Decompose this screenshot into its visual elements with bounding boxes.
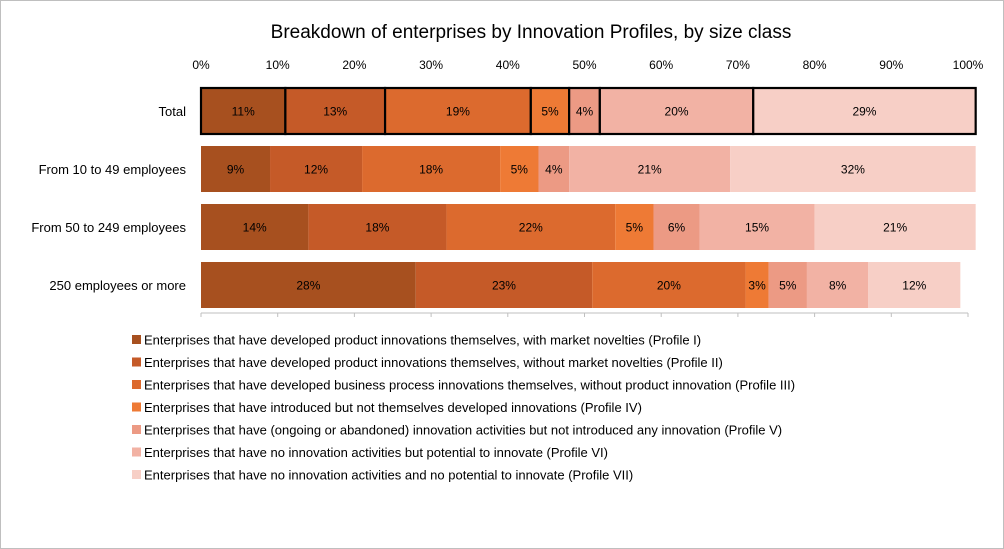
bar-segment	[814, 204, 976, 250]
data-label: 20%	[657, 279, 681, 293]
bars: 11% 13% 19% 5% 4% 20% 29% 9% 12% 18% 5% 4% 21% 32% 14%…	[199, 86, 977, 308]
bar-segment	[415, 262, 593, 308]
legend-label: Enterprises that have introduced but not…	[144, 400, 642, 415]
data-label: 9%	[227, 163, 245, 177]
data-label: 12%	[902, 279, 926, 293]
bar-segment	[383, 86, 532, 136]
data-label: 14%	[243, 221, 267, 235]
bar-segment	[730, 146, 976, 192]
legend-label: Enterprises that have developed product …	[144, 333, 701, 348]
legend-swatch	[132, 357, 141, 367]
bar-segment	[592, 262, 746, 308]
bar-segment	[538, 146, 570, 192]
data-label: 3%	[748, 279, 766, 293]
bar-segment	[284, 86, 387, 136]
legend-label: Enterprises that have developed business…	[144, 378, 795, 393]
category-label: 250 employees or more	[49, 278, 186, 293]
bar-segment	[201, 146, 271, 192]
legend-swatch	[132, 470, 141, 479]
data-label: 12%	[304, 163, 328, 177]
legend-swatch	[132, 402, 141, 412]
category-label: From 10 to 49 employees	[39, 162, 187, 177]
legend-swatch	[132, 447, 141, 457]
bar-segment	[270, 146, 363, 192]
category-label: From 50 to 249 employees	[31, 220, 186, 235]
data-label: 15%	[745, 221, 769, 235]
data-label: 23%	[492, 279, 516, 293]
x-tick-label: 60%	[649, 58, 673, 72]
data-label: 21%	[638, 163, 662, 177]
data-label: 5%	[626, 221, 644, 235]
x-tick-label: 50%	[572, 58, 596, 72]
bar-segment	[806, 262, 869, 308]
x-tick-label: 90%	[879, 58, 903, 72]
data-label: 5%	[541, 105, 559, 119]
x-tick-label: 30%	[419, 58, 443, 72]
legend: Enterprises that have developed product …	[132, 333, 795, 483]
x-tick-label: 100%	[953, 58, 984, 72]
x-tick-label: 0%	[192, 58, 210, 72]
x-tick-label: 40%	[496, 58, 520, 72]
data-label: 32%	[841, 163, 865, 177]
data-label: 21%	[883, 221, 907, 235]
x-tick-label: 70%	[726, 58, 750, 72]
bar-segment	[752, 86, 977, 136]
bar-segment	[615, 204, 654, 250]
x-tick-label: 20%	[342, 58, 366, 72]
bar-segment	[201, 262, 416, 308]
data-label: 5%	[779, 279, 797, 293]
data-label: 4%	[576, 105, 594, 119]
bar-segment	[868, 262, 961, 308]
bar-segment	[598, 86, 755, 136]
x-tick-label: 80%	[803, 58, 827, 72]
legend-swatch	[132, 335, 141, 344]
bar-segment	[199, 86, 287, 136]
bar-segment	[745, 262, 769, 308]
bar-segment	[308, 204, 447, 250]
bar-segment	[568, 86, 601, 136]
legend-swatch	[132, 380, 141, 389]
legend-label: Enterprises that have developed product …	[144, 355, 723, 370]
bar-segment	[362, 146, 501, 192]
data-label: 6%	[668, 221, 686, 235]
data-label: 13%	[323, 105, 347, 119]
bar-segment	[699, 204, 815, 250]
legend-label: Enterprises that have no innovation acti…	[144, 445, 608, 460]
x-axis: 0% 10% 20% 30% 40% 50% 60% 70% 80% 90% 100%	[192, 58, 984, 317]
category-label: Total	[159, 104, 187, 119]
data-label: 11%	[232, 105, 255, 119]
data-label: 4%	[545, 163, 563, 177]
data-label: 29%	[852, 105, 876, 119]
bar-segment	[500, 146, 539, 192]
chart-title: Breakdown of enterprises by Innovation P…	[271, 22, 792, 43]
data-label: 8%	[829, 279, 847, 293]
data-label: 18%	[419, 163, 443, 177]
data-label: 19%	[446, 105, 470, 119]
legend-label: Enterprises that have (ongoing or abando…	[144, 423, 782, 438]
category-labels: Total From 10 to 49 employees From 50 to 2…	[31, 104, 186, 293]
data-label: 18%	[365, 221, 389, 235]
bar-segment	[446, 204, 616, 250]
x-tick-label: 10%	[266, 58, 290, 72]
legend-label: Enterprises that have no innovation acti…	[144, 468, 633, 483]
bar-segment	[653, 204, 700, 250]
legend-swatch	[132, 425, 141, 434]
data-label: 5%	[511, 163, 529, 177]
data-label: 22%	[519, 221, 543, 235]
bar-segment	[768, 262, 807, 308]
bar-segment	[201, 204, 309, 250]
bar-segment	[569, 146, 731, 192]
data-label: 20%	[665, 105, 689, 119]
data-label: 28%	[296, 279, 320, 293]
